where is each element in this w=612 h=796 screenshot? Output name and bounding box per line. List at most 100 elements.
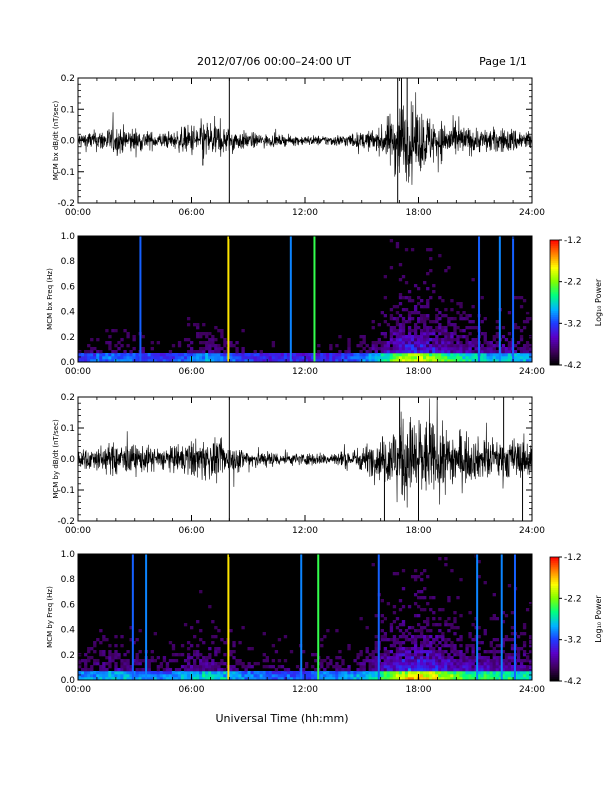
spectrogram-cell [501, 641, 506, 645]
spectrogram-cell [423, 626, 427, 630]
spectrogram-cell [386, 347, 391, 351]
spectrogram-cell [186, 671, 191, 675]
spectrogram-cell [435, 317, 439, 321]
spectrogram-cell [522, 320, 527, 324]
spectrogram-cell [141, 347, 145, 351]
spectrogram-cell [423, 356, 427, 360]
spectrogram-cell [132, 674, 136, 678]
spectrogram-cell [420, 572, 424, 576]
spectrogram-cell [495, 332, 500, 336]
spectrogram-cell [280, 671, 285, 675]
spectrogram-cell [410, 347, 415, 351]
spectrogram-cell [171, 671, 176, 675]
spectrogram-cell [450, 659, 454, 663]
spectrogram-cell [111, 359, 115, 363]
spectrogram-cell [147, 674, 151, 678]
spectrogram-cell [477, 674, 481, 678]
spectrogram-cell [429, 668, 433, 672]
spectrogram-cell [123, 677, 127, 681]
spectrogram-cell [105, 671, 109, 675]
spectrogram-cell [374, 644, 378, 648]
spectrogram-cell [441, 329, 445, 333]
spectrogram-cell [516, 647, 521, 651]
spectrogram-cell [513, 323, 518, 327]
spectrogram-cell [84, 677, 88, 681]
spectrogram-cell [132, 677, 136, 681]
spectrogram-cell [114, 356, 118, 360]
colorbar-swatch [550, 631, 559, 634]
spectrogram-cell [392, 641, 397, 645]
spectrogram-cell [129, 356, 133, 360]
spectrogram-cell [389, 674, 394, 678]
colorbar-swatch [550, 331, 559, 335]
x-tick-label: 06:00 [179, 526, 205, 536]
colorbar-swatch [550, 623, 559, 626]
spectrogram-cell [392, 326, 397, 330]
spectrogram-cell [114, 653, 118, 657]
spectrogram-cell [217, 650, 221, 654]
spectrogram-cell [280, 359, 285, 363]
colorbar-swatch [550, 658, 559, 661]
spectrogram-cell [401, 317, 406, 321]
spectrogram-cell [186, 641, 191, 645]
spectrogram-cell [404, 638, 409, 642]
spectrogram-cell [462, 353, 466, 357]
spectrogram-cell [429, 347, 433, 351]
spectrogram-cell [435, 671, 439, 675]
spectrogram-cell [453, 671, 457, 675]
spectrogram-cell [528, 659, 533, 663]
spectrogram-cell [465, 341, 469, 345]
colorbar-swatch [550, 581, 559, 585]
spectrogram-cell [356, 677, 360, 681]
colorbar-swatch [550, 573, 559, 576]
spectrogram-cell [459, 329, 463, 333]
spectrogram-cell [426, 638, 430, 642]
spectrogram-cell [362, 674, 366, 678]
spectrogram-cell [132, 359, 136, 363]
spectrogram-cell [486, 656, 490, 660]
spectrogram-cell [289, 674, 294, 678]
spectrogram-cell [123, 671, 127, 675]
spectrogram-cell [410, 668, 415, 672]
spectrogram-cell [114, 656, 118, 660]
spectrogram-cell [392, 356, 397, 360]
spectrogram-cell [126, 356, 130, 360]
spectrogram-cell [407, 605, 412, 609]
spectrogram-cell [196, 353, 200, 357]
spectrogram-cell [444, 350, 448, 354]
spectrogram-cell [81, 668, 85, 672]
spectrogram-cell [392, 332, 397, 336]
spectrogram-cell [193, 353, 197, 357]
spectrogram-cell [492, 662, 496, 666]
y-tick-label: 0.4 [61, 626, 76, 636]
spectrogram-cell [407, 347, 412, 351]
x-axis-title: Universal Time (hh:mm) [216, 712, 349, 725]
spectrogram-cell [404, 341, 409, 345]
spectrogram-cell [177, 653, 182, 657]
spectrogram-cell [447, 323, 451, 327]
spectrogram-cell [401, 275, 406, 279]
spectrogram-cell [344, 674, 348, 678]
spectrogram-cell [453, 353, 457, 357]
spectrogram-cell [501, 611, 506, 615]
spectrogram-cell [220, 356, 224, 360]
spectrogram-cell [447, 347, 451, 351]
spectrogram-cell [438, 629, 442, 633]
spectrogram-cell [320, 674, 324, 678]
spectrogram-cell [217, 629, 221, 633]
spectrogram-cell [262, 632, 266, 636]
spectrogram-cell [398, 665, 403, 669]
spectrogram-cell [423, 596, 427, 600]
spectrogram-cell [432, 653, 436, 657]
spectrogram-cell [171, 647, 176, 651]
spectrogram-cell [501, 356, 506, 360]
spectrogram-cell [196, 332, 200, 336]
spectrogram-cell [447, 332, 451, 336]
spectrogram-cell [392, 668, 397, 672]
spectrogram-cell [135, 677, 139, 681]
spectrogram-cell [501, 668, 506, 672]
spectrogram-cell [398, 326, 403, 330]
spectrogram-cell [150, 341, 154, 345]
spectrogram-cell [513, 353, 518, 357]
